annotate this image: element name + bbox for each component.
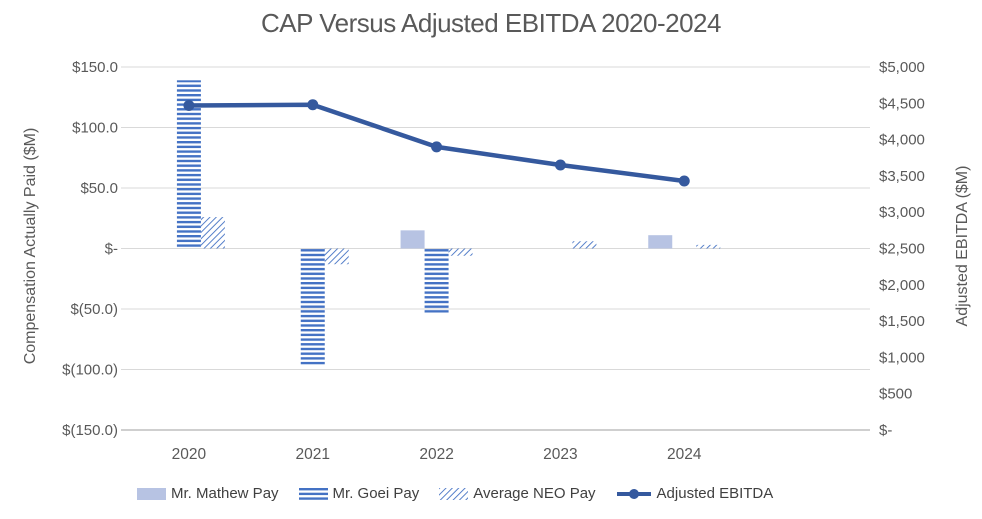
ebitda-marker-2021 — [307, 99, 319, 111]
bar-mathew-2024 — [648, 235, 673, 249]
legend-item-mathew-pay: Mr. Mathew Pay — [137, 485, 279, 502]
mathew-pay-swatch-icon — [137, 487, 166, 500]
legend-item-adjusted-ebitda: Adjusted EBITDA — [616, 485, 774, 502]
right-axis-tick-label: $1,500 — [879, 313, 925, 330]
right-axis-tick-label: $2,000 — [879, 277, 925, 294]
legend-label-average-neo-pay: Average NEO Pay — [473, 485, 596, 502]
right-axis-tick-label: $3,000 — [879, 204, 925, 221]
legend: Mr. Mathew Pay Mr. Goei Pay Average NEO … — [137, 485, 773, 502]
bar-neo-2023 — [572, 241, 597, 249]
average-neo-pay-swatch-icon — [439, 487, 469, 500]
bar-neo-2021 — [324, 248, 349, 265]
left-axis-tick-label: $100.0 — [72, 120, 118, 137]
right-axis-tick-label: $5,000 — [879, 59, 925, 76]
right-axis-tick-label: $3,500 — [879, 168, 925, 185]
left-axis-tick-label: $50.0 — [80, 180, 118, 197]
left-axis-tick-label: $(100.0) — [62, 362, 118, 379]
x-axis-label: 2020 — [172, 446, 207, 463]
right-axis-tick-label: $4,000 — [879, 132, 925, 149]
bar-goei-2021 — [300, 248, 325, 365]
right-axis-tick-label: $4,500 — [879, 95, 925, 112]
right-axis-tick-label: $500 — [879, 386, 912, 403]
x-axis-label: 2021 — [296, 446, 330, 463]
bar-neo-2020 — [200, 217, 225, 249]
ebitda-marker-2022 — [431, 141, 443, 153]
bar-neo-2024 — [696, 244, 721, 249]
left-axis-tick-label: $150.0 — [72, 59, 118, 76]
bar-goei-2022 — [424, 248, 449, 313]
ebitda-marker-2023 — [554, 159, 566, 171]
left-axis-tick-label: $(150.0) — [62, 422, 118, 439]
ebitda-marker-2024 — [678, 175, 690, 187]
legend-label-mathew-pay: Mr. Mathew Pay — [171, 485, 279, 502]
bar-neo-2022 — [448, 248, 473, 256]
legend-item-average-neo-pay: Average NEO Pay — [439, 485, 596, 502]
right-axis-tick-label: $2,500 — [879, 241, 925, 258]
ebitda-marker-2020 — [183, 99, 195, 111]
legend-label-adjusted-ebitda: Adjusted EBITDA — [656, 485, 774, 502]
x-axis-label: 2023 — [543, 446, 577, 463]
x-axis-label: 2024 — [667, 446, 702, 463]
legend-item-goei-pay: Mr. Goei Pay — [298, 485, 420, 502]
legend-label-goei-pay: Mr. Goei Pay — [332, 485, 420, 502]
right-axis-tick-label: $1,000 — [879, 349, 925, 366]
chart-title: CAP Versus Adjusted EBITDA 2020-2024 — [261, 8, 721, 38]
goei-pay-swatch-icon — [298, 487, 328, 500]
bar-mathew-2022 — [400, 230, 425, 249]
right-axis-tick-label: $- — [879, 422, 892, 439]
x-axis-label: 2022 — [419, 446, 453, 463]
adjusted-ebitda-swatch-icon — [616, 488, 651, 499]
left-axis-tick-label: $(50.0) — [70, 301, 118, 318]
left-axis-tick-label: $- — [105, 241, 118, 258]
